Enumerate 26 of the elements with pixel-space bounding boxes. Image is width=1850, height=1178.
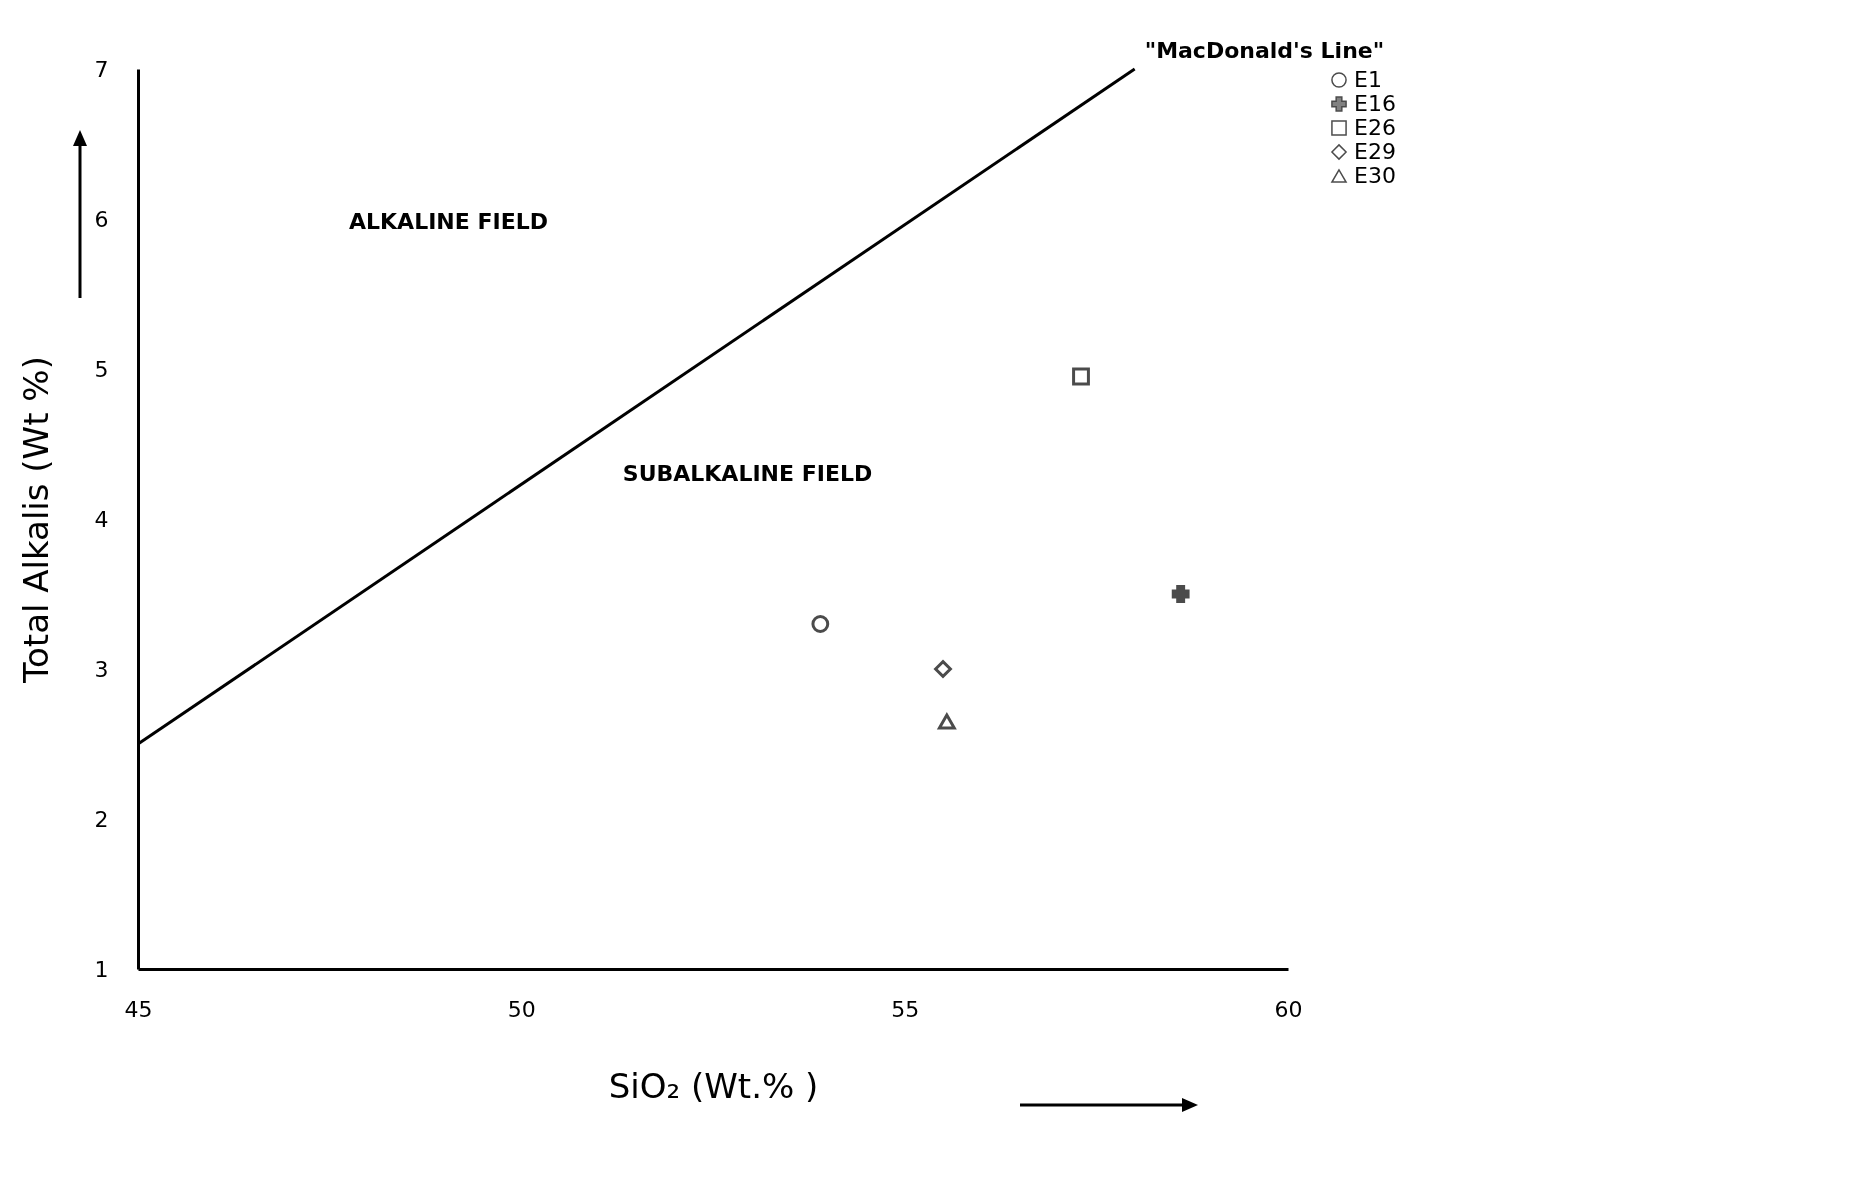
point (811, 615, 830, 633)
y-tick-label: 3 (94, 656, 109, 682)
x-tick-label: 55 (891, 996, 920, 1022)
series-label: "MacDonald's Line" (1144, 38, 1385, 63)
x-tick-label: 60 (1274, 996, 1303, 1022)
point (937, 713, 956, 730)
annotation: SUBALKALINE FIELD (622, 461, 873, 486)
x-axis-title: SiO₂ (Wt.% ) (608, 1065, 819, 1106)
x-tick-label: 50 (507, 996, 536, 1022)
legend-label: E1 (1354, 67, 1382, 92)
y-axis-title: Total Alkalis (Wt %) (15, 356, 56, 684)
y-tick-label: 2 (94, 806, 109, 832)
y-tick-label: 4 (94, 506, 109, 532)
legend-label: E29 (1354, 139, 1396, 164)
point (1072, 367, 1090, 386)
y-tick-label: 5 (94, 356, 109, 382)
point (934, 660, 952, 678)
point (1171, 585, 1190, 603)
y-tick-label: 1 (94, 956, 109, 982)
y-tick-label: 7 (94, 56, 109, 82)
annotation: ALKALINE FIELD (349, 209, 548, 234)
legend-label: E30 (1354, 163, 1396, 188)
x-tick-label: 45 (124, 996, 153, 1022)
y-tick-label: 6 (94, 206, 109, 232)
legend-label: E26 (1354, 115, 1396, 140)
legend-label: E16 (1354, 91, 1396, 116)
